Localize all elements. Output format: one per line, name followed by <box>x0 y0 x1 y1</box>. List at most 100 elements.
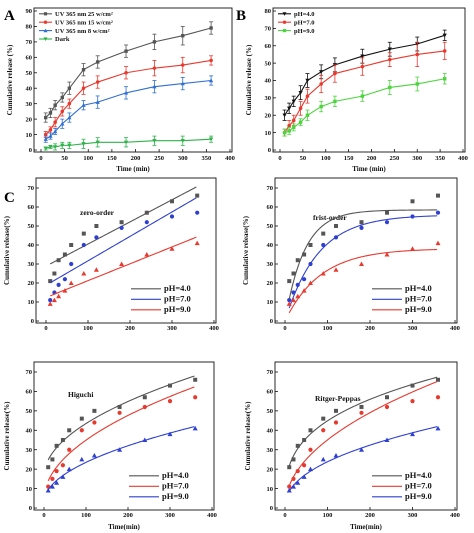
data-point <box>142 404 147 410</box>
x-tick-label: 350 <box>435 155 445 162</box>
chart-c3: 0 100 200 300 400 0 10 20 30 40 50 60 70 Time(min) Cum… <box>3 361 217 531</box>
data-point <box>53 103 57 107</box>
legend-entry: pH=4.0 <box>405 283 432 293</box>
data-point <box>295 258 300 263</box>
model-annotation: zero-order <box>80 208 115 217</box>
legend-entry: pH=9.0 <box>405 491 432 501</box>
data-point <box>195 193 200 198</box>
data-point <box>54 480 60 485</box>
data-point <box>435 210 441 215</box>
model-annotation: frist-order <box>313 213 347 222</box>
data-point <box>359 447 364 452</box>
data-point <box>119 225 124 230</box>
x-tick-label: 150 <box>107 155 117 162</box>
series-ph-7-0 <box>282 41 447 137</box>
y-tick-label: 10 <box>26 486 33 493</box>
data-point <box>410 431 415 437</box>
data-point <box>56 293 62 299</box>
data-point <box>321 231 326 236</box>
data-point <box>308 280 313 285</box>
chart-b: 0 50 100 150 200 250 300 350 400 0 10 20 30 40 50 60 70 8… <box>245 7 468 173</box>
series-line <box>284 78 445 134</box>
x-tick-label: 300 <box>412 155 422 162</box>
data-point <box>287 465 292 470</box>
data-point <box>67 143 72 148</box>
data-point <box>193 395 198 400</box>
series-dark <box>43 135 214 151</box>
x-tick-label: 50 <box>61 155 68 162</box>
data-point <box>291 297 296 303</box>
data-point <box>360 64 365 69</box>
data-point <box>384 437 390 442</box>
data-point <box>62 252 67 257</box>
data-point <box>321 428 326 433</box>
y-tick-label: 50 <box>267 408 274 415</box>
data-point <box>292 125 296 130</box>
data-point <box>117 447 123 452</box>
legend: pH=4.0pH=7.0pH=9.0 <box>129 470 189 501</box>
y-tick-label: 20 <box>28 280 35 287</box>
series-line <box>45 59 212 135</box>
data-point <box>81 142 86 146</box>
data-point <box>387 47 392 52</box>
data-point <box>60 109 65 114</box>
x-tick-label: 100 <box>81 512 91 519</box>
data-point <box>45 488 51 493</box>
data-point <box>319 104 323 109</box>
data-point <box>295 480 301 485</box>
x-tick-label: 100 <box>323 325 333 332</box>
x-tick-label: 200 <box>365 325 375 332</box>
series-ph-9-0 <box>45 425 198 493</box>
y-tick-label: 0 <box>270 505 273 512</box>
data-point <box>286 488 292 493</box>
data-point <box>81 271 87 276</box>
data-point <box>282 113 287 118</box>
data-point <box>49 484 55 489</box>
data-point <box>94 224 99 228</box>
data-point <box>410 246 415 251</box>
legend-swatch-marker <box>43 28 48 33</box>
data-point <box>333 99 337 104</box>
data-point <box>123 90 129 95</box>
plot-frame <box>272 7 466 153</box>
data-point <box>152 66 157 70</box>
x-tick-label: 300 <box>165 512 175 519</box>
x-tick-label: 300 <box>178 155 188 162</box>
data-point <box>298 90 303 95</box>
y-tick-label: 50 <box>267 223 274 230</box>
x-tick-label: 400 <box>450 325 460 332</box>
data-point <box>48 145 53 150</box>
data-point <box>333 235 339 240</box>
y-tick-label: 70 <box>267 369 274 376</box>
data-point <box>359 225 364 230</box>
data-point <box>91 453 97 458</box>
data-point <box>95 80 100 84</box>
data-point <box>48 111 53 115</box>
data-point <box>50 457 55 462</box>
data-point <box>180 63 185 67</box>
data-point <box>56 282 61 287</box>
data-point <box>60 463 65 468</box>
x-axis-label: Time(min) <box>108 523 140 531</box>
y-tick-label: 40 <box>28 242 35 249</box>
data-point <box>124 49 128 53</box>
data-point <box>54 468 59 474</box>
y-tick-label: 30 <box>267 261 274 268</box>
data-point <box>308 428 313 433</box>
data-point <box>308 243 313 247</box>
data-point <box>69 243 74 247</box>
data-point <box>319 82 323 86</box>
data-point <box>96 60 100 64</box>
data-point <box>62 277 67 282</box>
data-point <box>415 82 419 86</box>
data-point <box>47 301 53 306</box>
series-uv-365-nm-15-w-cm- <box>43 55 214 139</box>
data-point <box>60 143 65 148</box>
data-point <box>359 404 364 409</box>
data-point <box>442 49 447 53</box>
legend-entry: UV 365 nm 8 w/cm² <box>55 28 110 35</box>
x-tick-label: 100 <box>323 512 333 519</box>
x-tick-label: 300 <box>408 512 418 519</box>
data-point <box>67 86 72 90</box>
series-ph-4-0 <box>46 375 198 470</box>
